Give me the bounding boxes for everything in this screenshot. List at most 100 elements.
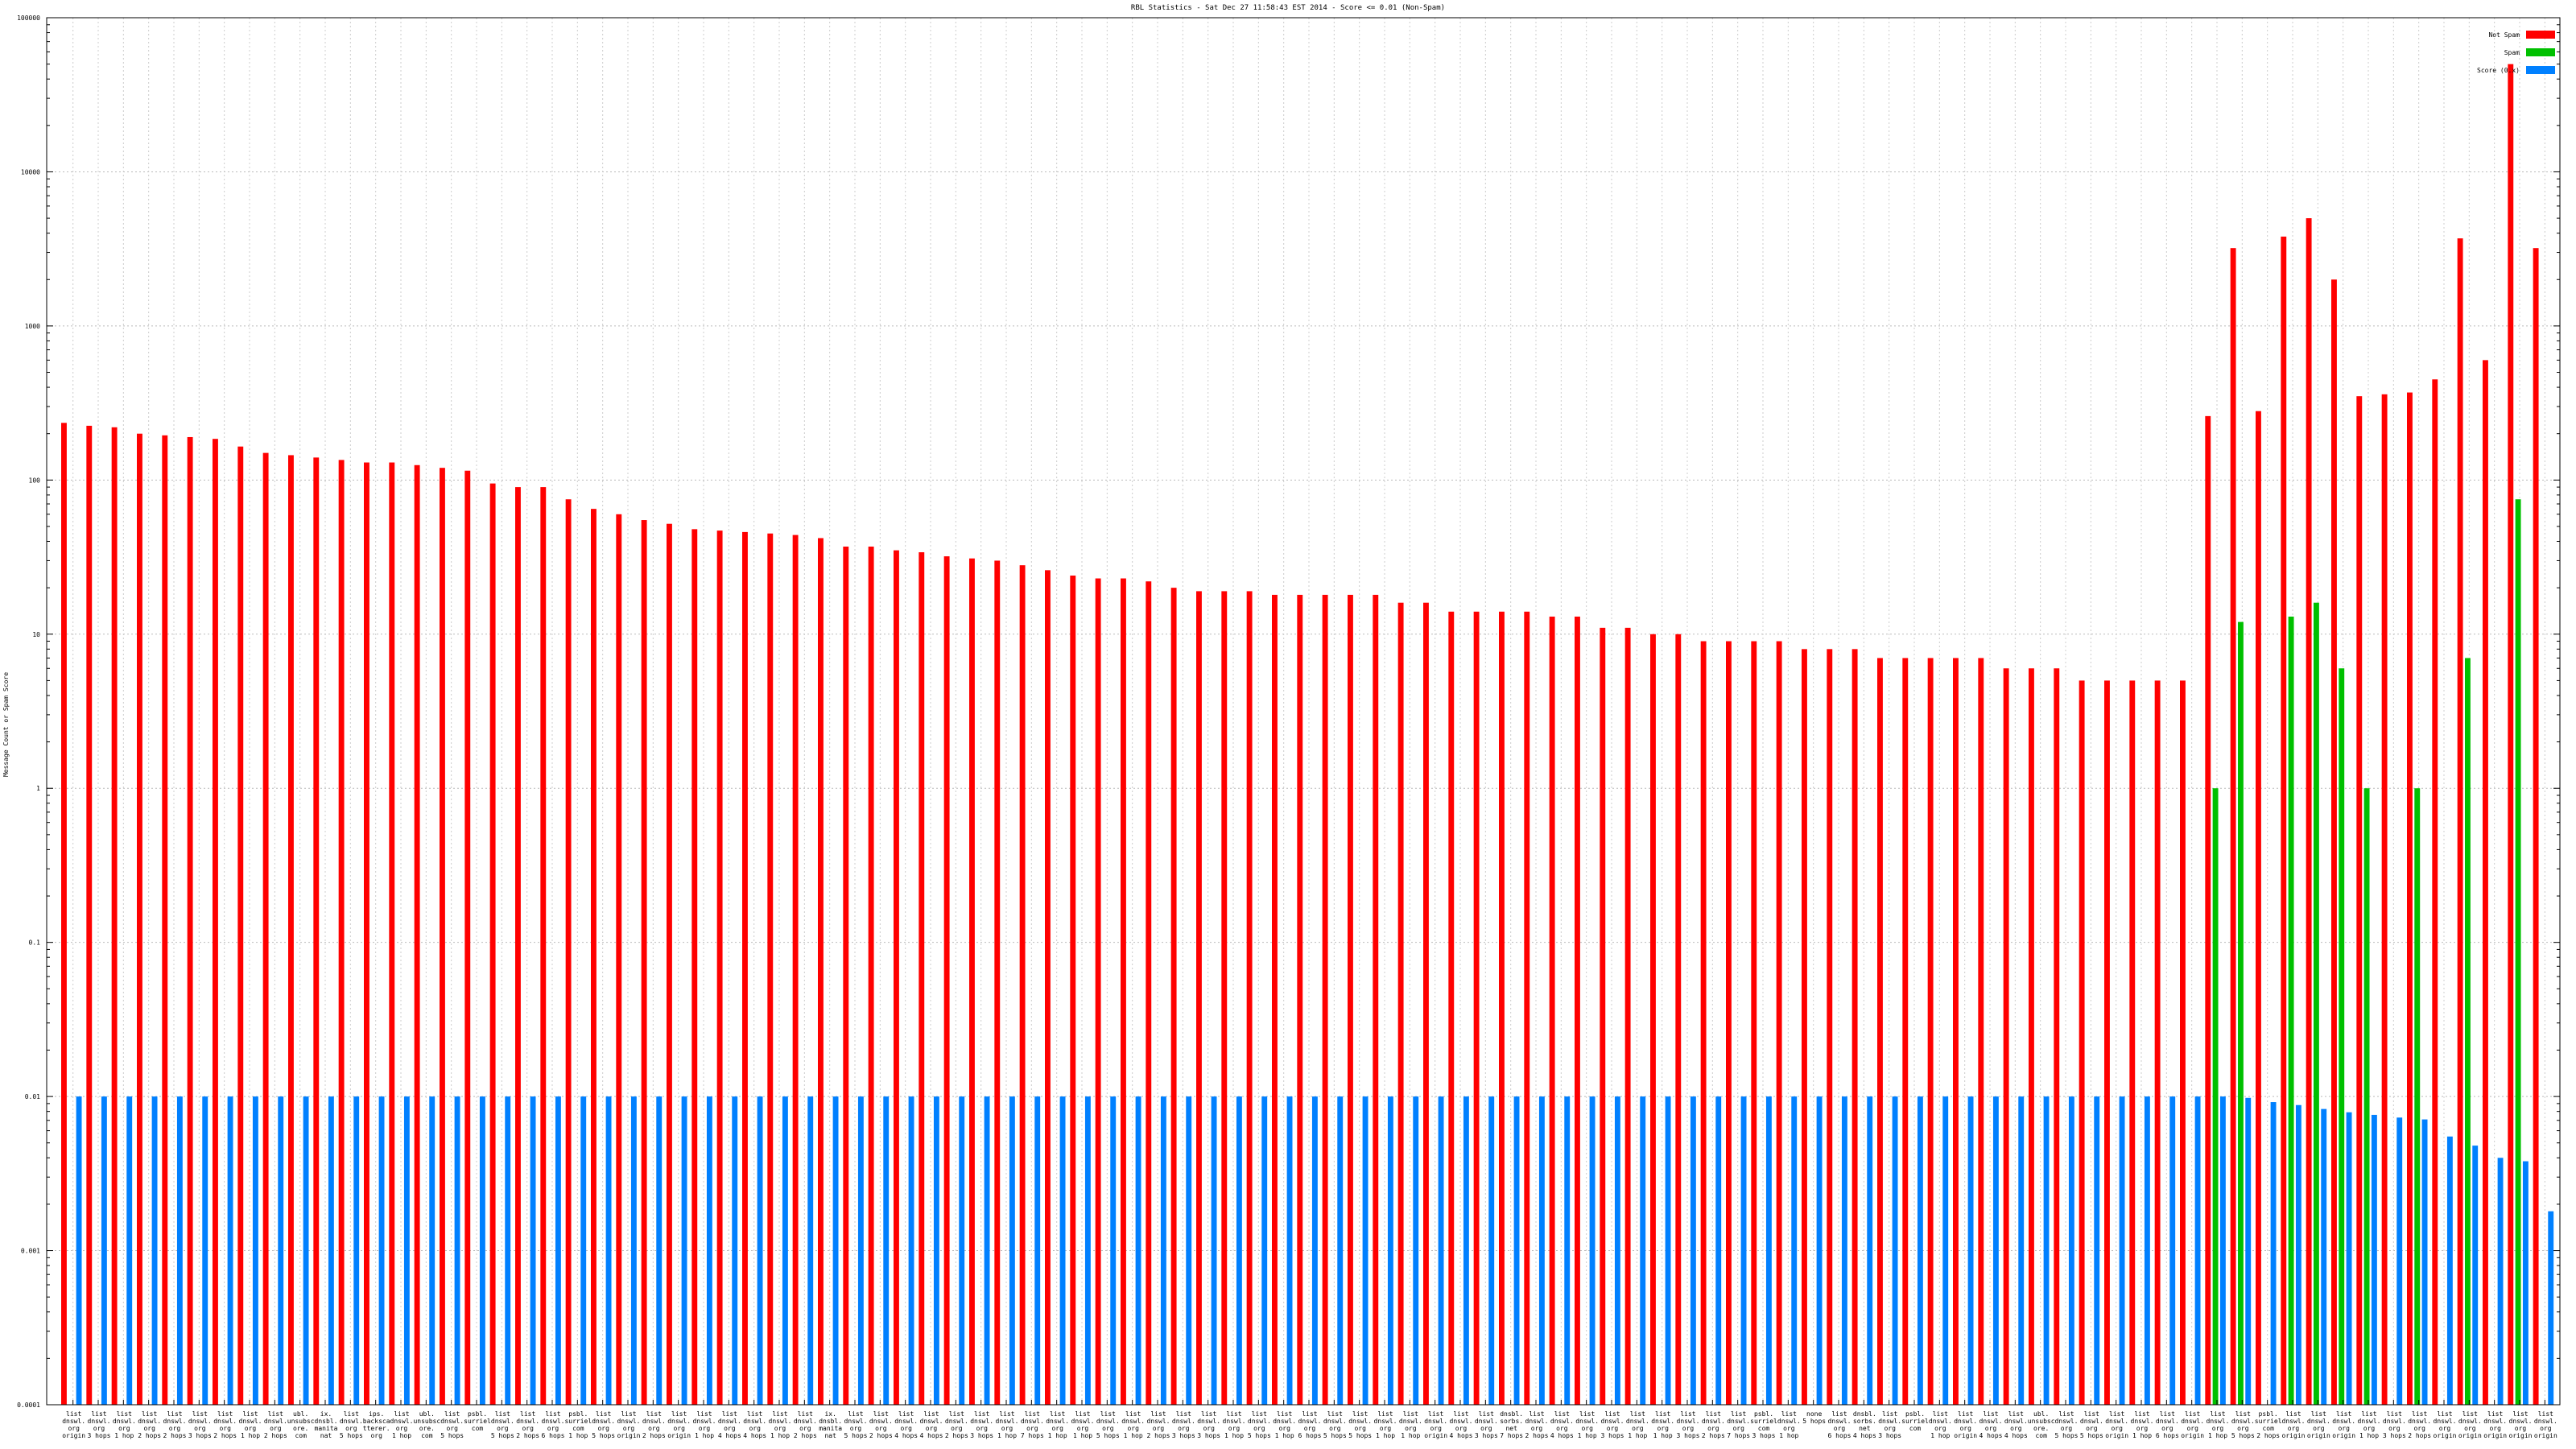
x-tick-label: list dnswl. org 1 hop: [1399, 1410, 1422, 1439]
bar-score: [984, 1096, 990, 1405]
x-tick-label: list dnswl. org 2 hops: [1525, 1410, 1549, 1439]
bar-score: [403, 1096, 410, 1405]
bar-not-spam: [2483, 360, 2488, 1405]
bar-score: [1311, 1096, 1318, 1405]
bar-score: [454, 1096, 460, 1405]
bar-not-spam: [894, 550, 899, 1406]
x-tick-label: dnsbl. sorbs. net 4 hops: [1853, 1410, 1876, 1439]
bar-score: [1463, 1096, 1469, 1405]
x-tick-label: list dnswl. org 4 hops: [1550, 1410, 1574, 1439]
bar-score: [883, 1096, 890, 1405]
bar-score: [1438, 1096, 1444, 1405]
x-tick-label: none 5 hops: [1802, 1410, 1826, 1425]
bar-not-spam: [1802, 649, 1807, 1405]
bar-score: [2321, 1108, 2327, 1405]
legend: Not Spam Spam Score (0.x): [2477, 31, 2555, 74]
bar-not-spam: [1700, 641, 1707, 1405]
bar-score: [2043, 1096, 2050, 1405]
x-tick-label: list dnswl. org 2 hops: [163, 1410, 187, 1439]
bar-score: [2094, 1096, 2100, 1405]
bar-score: [101, 1096, 107, 1405]
bar-not-spam: [213, 439, 218, 1405]
bar-not-spam: [489, 483, 496, 1405]
x-tick-label: list dnswl. org 2 hops: [1147, 1410, 1170, 1439]
x-tick-label: list dnswl. org 2 hops: [516, 1410, 539, 1439]
bar-score: [555, 1096, 561, 1405]
legend-swatch: [2526, 66, 2555, 74]
bar-not-spam: [1902, 658, 1909, 1405]
bar-score: [429, 1096, 436, 1405]
bar-score: [76, 1096, 82, 1405]
x-tick-label: list dnswl. org 1 hop: [1651, 1410, 1674, 1439]
bar-not-spam: [919, 552, 925, 1406]
bar-not-spam: [2180, 680, 2186, 1405]
y-tick-label: 1000: [25, 323, 40, 330]
bar-score: [505, 1096, 511, 1405]
bar-score: [278, 1096, 284, 1405]
x-tick-label: list dnswl. org 4 hops: [743, 1410, 766, 1439]
x-tick-label: ix. dnsbl. manita nat: [819, 1410, 842, 1439]
bar-not-spam: [2457, 238, 2463, 1405]
bar-not-spam: [2256, 411, 2261, 1405]
bar-not-spam: [2407, 392, 2413, 1406]
bar-score: [2421, 1119, 2428, 1405]
bar-score: [252, 1096, 258, 1405]
bar-not-spam: [1170, 588, 1177, 1405]
bar-not-spam: [1272, 594, 1278, 1405]
bar-score: [732, 1096, 738, 1405]
x-tick-label: list dnswl. org origin: [2458, 1410, 2482, 1439]
bar-score: [2548, 1211, 2554, 1405]
bar-spam: [2464, 658, 2471, 1405]
x-tick-label: list dnswl. org 1 hop: [1046, 1410, 1069, 1439]
bar-score: [2144, 1096, 2150, 1405]
bar-score: [176, 1096, 183, 1405]
bar-score: [2446, 1136, 2453, 1405]
bar-spam: [2414, 788, 2421, 1405]
bar-not-spam: [591, 509, 597, 1405]
bar-score: [1110, 1096, 1117, 1405]
bar-score: [2219, 1096, 2226, 1405]
bar-score: [1665, 1096, 1671, 1405]
x-tick-label: list dnswl. org origin: [2282, 1410, 2306, 1439]
y-tick-label: 0.01: [25, 1093, 40, 1100]
bar-score: [126, 1096, 133, 1405]
bar-not-spam: [1776, 641, 1782, 1405]
x-tick-label: list dnswl. org 6 hops: [1828, 1410, 1852, 1439]
bar-score: [479, 1096, 485, 1405]
bar-not-spam: [111, 427, 118, 1405]
x-tick-label: list dnswl. org 2 hops: [945, 1410, 968, 1439]
bar-not-spam: [2104, 680, 2110, 1405]
bar-not-spam: [1675, 634, 1682, 1405]
x-tick-label: list dnswl. org 2 hops: [264, 1410, 287, 1439]
bar-score: [1841, 1096, 1847, 1405]
bar-not-spam: [540, 487, 547, 1406]
bars: [61, 64, 2554, 1406]
bar-not-spam: [868, 546, 874, 1405]
bar-score: [1362, 1096, 1368, 1405]
legend-swatch: [2526, 31, 2555, 39]
plot-frame: [46, 17, 2561, 1406]
bar-not-spam: [2154, 680, 2161, 1405]
x-tick-label: list dnswl. org 4 hops: [718, 1410, 741, 1439]
bar-not-spam: [464, 470, 471, 1405]
x-tick-label: list dnswl. org 1 hop: [113, 1410, 136, 1439]
bar-not-spam: [1322, 594, 1328, 1405]
x-tick-label: list dnswl. org 5 hops: [1323, 1410, 1347, 1439]
y-tick-label: 1: [36, 785, 40, 792]
bar-score: [227, 1096, 233, 1405]
bar-not-spam: [86, 425, 93, 1406]
bar-score: [2119, 1096, 2125, 1405]
bar-not-spam: [1524, 611, 1530, 1405]
x-tick-label: list dnswl. org 5 hops: [2231, 1410, 2255, 1439]
x-tick-label: list dnswl. org 2 hops: [1702, 1410, 1725, 1439]
bar-not-spam: [1121, 578, 1126, 1405]
bar-score: [202, 1096, 208, 1405]
bar-score: [1387, 1096, 1393, 1405]
y-tick-label: 0.1: [29, 939, 41, 947]
bar-score: [1765, 1096, 1772, 1405]
bar-spam: [2212, 788, 2219, 1405]
bar-not-spam: [1423, 602, 1429, 1405]
bar-not-spam: [2356, 396, 2363, 1405]
bar-score: [1413, 1096, 1419, 1405]
